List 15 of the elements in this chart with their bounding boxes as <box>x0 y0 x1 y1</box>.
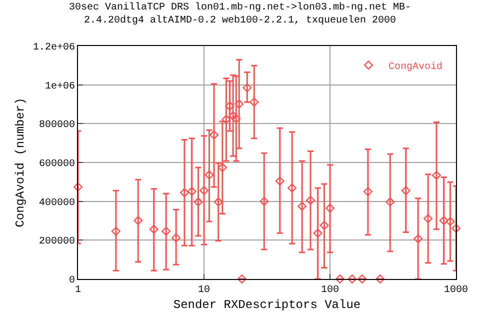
y-tick-label: 400000 <box>38 198 75 209</box>
y-tick-label: 200000 <box>38 236 75 248</box>
legend-label: CongAvoid <box>388 61 442 74</box>
y-tick-label: 800000 <box>38 120 75 132</box>
y-tick-label: 600000 <box>38 159 75 170</box>
y-tick-label: 1.2e+06 <box>32 42 75 54</box>
y-tick-label: 0 <box>68 276 75 286</box>
chart-title: 30sec VanillaTCP DRS lon01.mb-ng.net->lon03.mb-ng.net MB- 2.4.20dtg4 altAIMD-0.2 web100-2.2.1, txqueuelen 2000 <box>68 2 412 27</box>
y-tick-label: 1e+06 <box>44 81 75 92</box>
x-tick-label: 100 <box>320 285 340 296</box>
x-tick-label: 10 <box>198 285 210 296</box>
y-axis-title: CongAvoid (number) <box>13 98 28 228</box>
x-axis-title: Sender RXDescriptors Value <box>173 298 361 312</box>
x-tick-label: 1000 <box>444 285 468 296</box>
x-tick-label: 1 <box>74 285 82 296</box>
